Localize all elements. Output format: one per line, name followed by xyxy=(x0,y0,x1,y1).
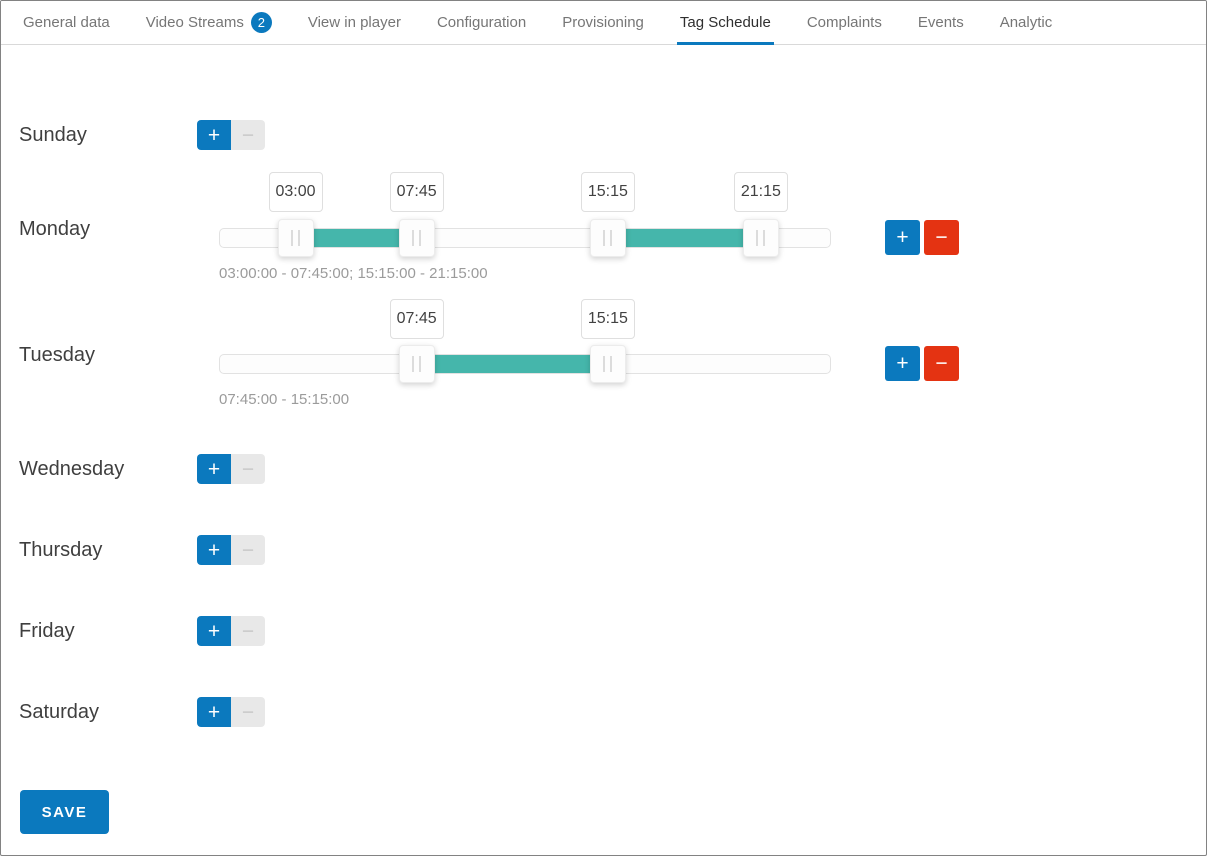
tab-general-data[interactable]: General data xyxy=(20,1,113,45)
remove-range-button: − xyxy=(231,454,265,484)
tab-view-in-player[interactable]: View in player xyxy=(305,1,404,45)
tab-events[interactable]: Events xyxy=(915,1,967,45)
slider-handle[interactable] xyxy=(589,345,626,383)
remove-range-button: − xyxy=(231,697,265,727)
time-inputs-monday xyxy=(219,172,831,212)
time-input[interactable] xyxy=(733,172,788,212)
range-slider-tuesday xyxy=(219,345,831,383)
slider-track[interactable] xyxy=(219,228,831,248)
remove-range-button[interactable]: − xyxy=(924,346,959,381)
add-range-button[interactable]: + xyxy=(197,616,231,646)
day-controls-monday: + − xyxy=(885,220,959,255)
tab-label: Analytic xyxy=(999,14,1053,31)
tab-video-streams[interactable]: Video Streams 2 xyxy=(143,1,275,45)
remove-range-button: − xyxy=(231,120,265,150)
tab-label: Complaints xyxy=(806,14,882,31)
day-label-tuesday: Tuesday xyxy=(19,344,95,366)
video-streams-count-badge: 2 xyxy=(250,12,272,33)
range-summary-monday: 03:00:00 - 07:45:00; 15:15:00 - 21:15:00 xyxy=(219,265,488,282)
day-controls-sunday: + − xyxy=(197,120,265,150)
day-controls-friday: + − xyxy=(197,616,265,646)
time-inputs-tuesday xyxy=(219,299,831,339)
time-input[interactable] xyxy=(580,299,635,339)
tab-analytic[interactable]: Analytic xyxy=(997,1,1056,45)
tab-label: Configuration xyxy=(436,14,527,31)
add-range-button[interactable]: + xyxy=(885,346,920,381)
tab-configuration[interactable]: Configuration xyxy=(434,1,529,45)
tab-label: Events xyxy=(917,14,964,31)
slider-handle[interactable] xyxy=(277,219,314,257)
time-input[interactable] xyxy=(268,172,323,212)
slider-handle[interactable] xyxy=(398,345,435,383)
tab-label: Video Streams xyxy=(145,14,244,31)
slider-range-fill xyxy=(607,229,761,247)
tab-tag-schedule[interactable]: Tag Schedule xyxy=(676,1,774,45)
slider-range-fill xyxy=(296,229,417,247)
slider-handle[interactable] xyxy=(589,219,626,257)
tab-label: Tag Schedule xyxy=(679,14,771,31)
time-input[interactable] xyxy=(389,299,444,339)
remove-range-button: − xyxy=(231,535,265,565)
add-range-button[interactable]: + xyxy=(885,220,920,255)
day-controls-tuesday: + − xyxy=(885,346,959,381)
tab-label: View in player xyxy=(307,14,401,31)
add-range-button[interactable]: + xyxy=(197,454,231,484)
add-range-button[interactable]: + xyxy=(197,535,231,565)
day-label-monday: Monday xyxy=(19,218,91,240)
slider-handle[interactable] xyxy=(398,219,435,257)
time-input[interactable] xyxy=(580,172,635,212)
tab-bar: General data Video Streams 2 View in pla… xyxy=(1,1,1206,45)
day-label-sunday: Sunday xyxy=(19,124,87,146)
day-controls-wednesday: + − xyxy=(197,454,265,484)
add-range-button[interactable]: + xyxy=(197,120,231,150)
day-label-saturday: Saturday xyxy=(19,701,100,723)
remove-range-button[interactable]: − xyxy=(924,220,959,255)
day-controls-thursday: + − xyxy=(197,535,265,565)
slider-range-fill xyxy=(416,355,608,373)
tab-label: Provisioning xyxy=(562,14,644,31)
day-label-thursday: Thursday xyxy=(19,539,103,561)
day-label-wednesday: Wednesday xyxy=(19,458,125,480)
remove-range-button: − xyxy=(231,616,265,646)
day-controls-saturday: + − xyxy=(197,697,265,727)
add-range-button[interactable]: + xyxy=(197,697,231,727)
save-button[interactable]: SAVE xyxy=(20,790,109,834)
slider-track[interactable] xyxy=(219,354,831,374)
tab-provisioning[interactable]: Provisioning xyxy=(559,1,647,45)
range-slider-monday xyxy=(219,219,831,257)
slider-handle[interactable] xyxy=(742,219,779,257)
day-label-friday: Friday xyxy=(19,620,75,642)
time-input[interactable] xyxy=(389,172,444,212)
tab-label: General data xyxy=(23,14,110,31)
range-summary-tuesday: 07:45:00 - 15:15:00 xyxy=(219,391,350,408)
tab-complaints[interactable]: Complaints xyxy=(804,1,885,45)
